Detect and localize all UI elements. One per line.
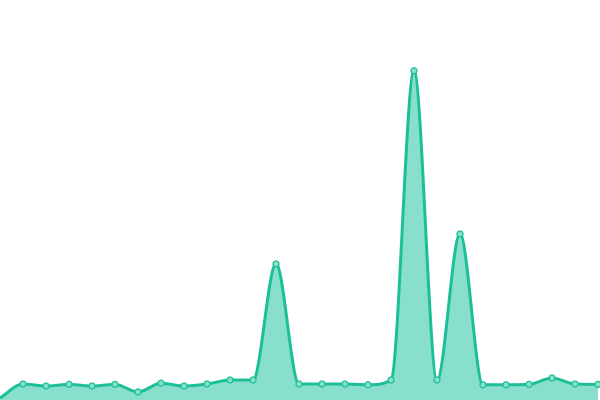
- data-point: [272, 260, 280, 268]
- data-point: [134, 388, 142, 396]
- data-point: [594, 380, 600, 389]
- series-line: [0, 69, 599, 400]
- data-point: [249, 376, 257, 384]
- data-point: [180, 382, 188, 390]
- area-fill: [0, 70, 598, 400]
- data-point: [502, 381, 510, 389]
- data-point: [571, 380, 579, 388]
- data-point: [65, 380, 73, 389]
- data-markers: [19, 67, 600, 396]
- data-point: [341, 380, 349, 388]
- data-point: [548, 374, 556, 382]
- data-point: [479, 381, 487, 389]
- data-point: [157, 379, 165, 387]
- data-point: [203, 380, 211, 388]
- data-point: [433, 376, 441, 384]
- data-point: [19, 380, 27, 388]
- data-point: [364, 381, 372, 389]
- data-point: [295, 380, 303, 388]
- data-point: [318, 380, 326, 388]
- data-point: [226, 376, 234, 384]
- data-point: [387, 376, 395, 384]
- data-point: [410, 67, 418, 75]
- data-point: [88, 382, 96, 390]
- data-point: [456, 230, 464, 238]
- data-point: [525, 380, 533, 389]
- data-point: [42, 382, 50, 390]
- data-point: [111, 380, 119, 389]
